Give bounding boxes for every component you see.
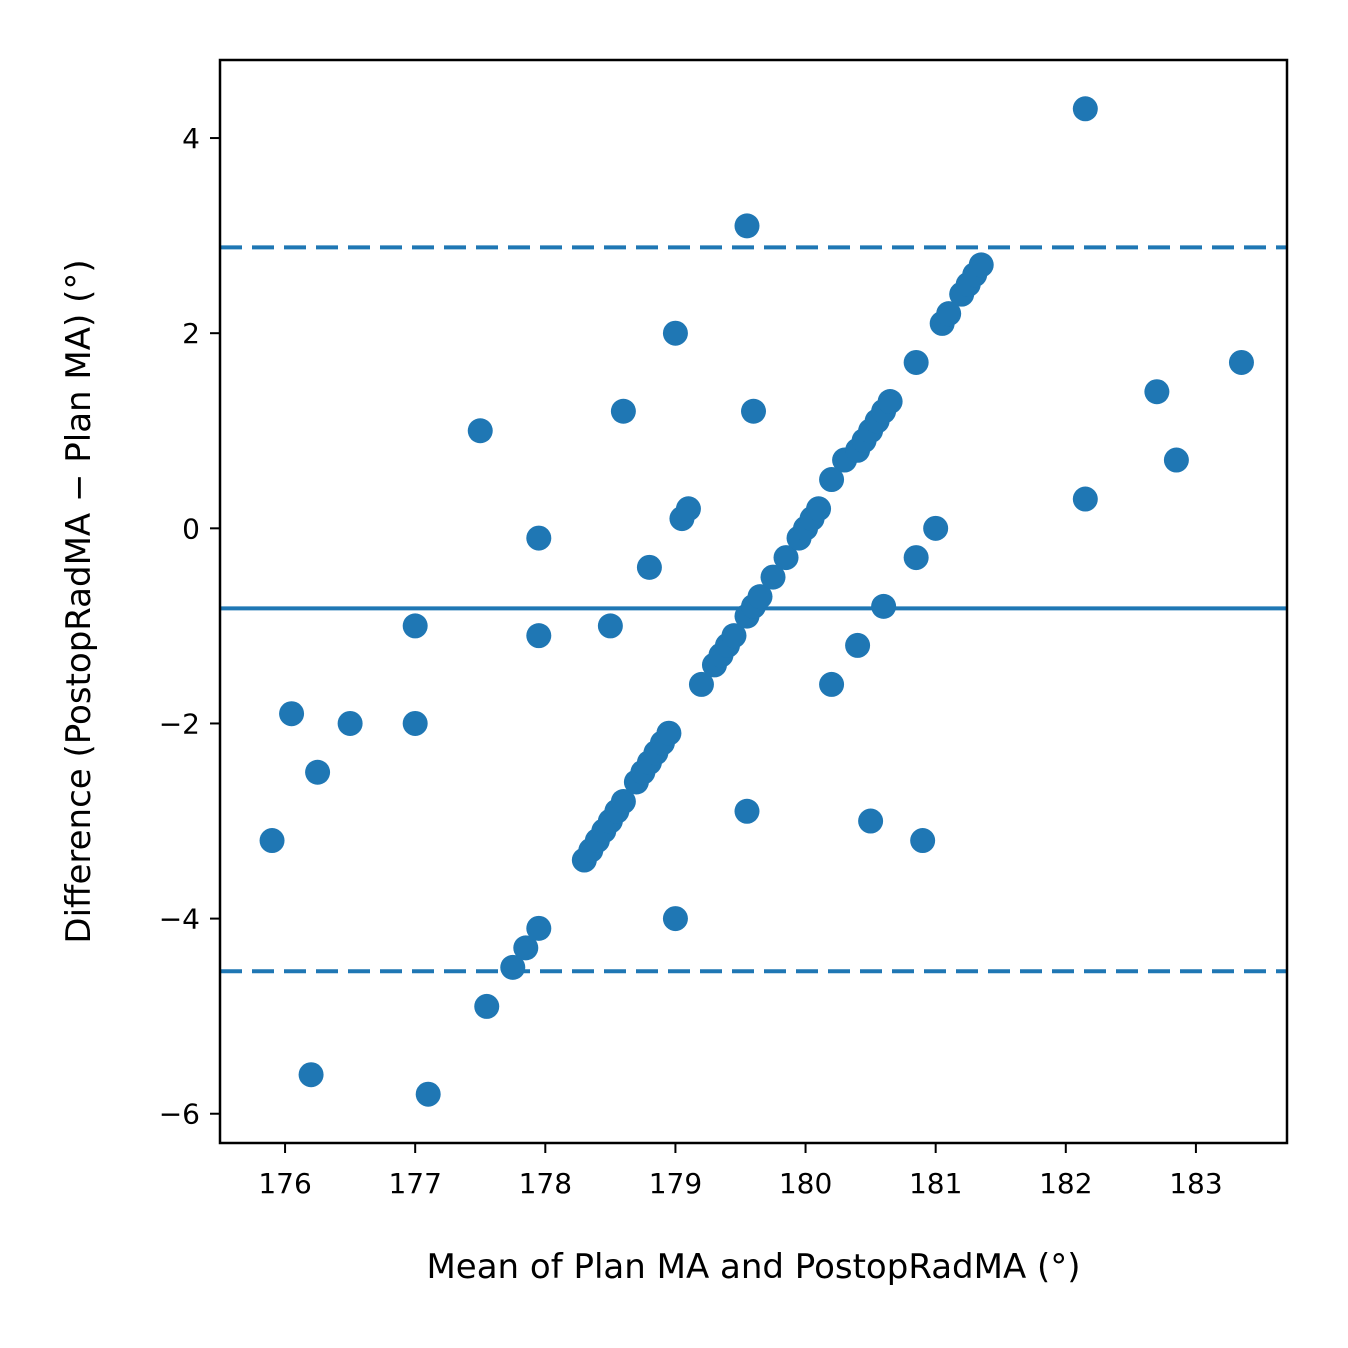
- x-tick-label: 183: [1169, 1167, 1222, 1200]
- data-point: [415, 1081, 441, 1107]
- x-axis-ticks: 176 177 178 179 180 181 182 183: [258, 1143, 1223, 1200]
- data-point: [806, 496, 832, 522]
- data-point: [819, 671, 845, 697]
- data-point: [688, 671, 714, 697]
- data-point: [656, 720, 682, 746]
- y-tick-label: −4: [159, 903, 200, 936]
- data-point: [819, 467, 845, 493]
- y-axis-ticks: −6 −4 −2 0 2 4: [159, 122, 220, 1131]
- data-points: [259, 96, 1254, 1107]
- data-point: [871, 593, 897, 619]
- data-point: [734, 213, 760, 239]
- data-point: [858, 808, 884, 834]
- data-point: [923, 515, 949, 541]
- data-point: [662, 906, 688, 932]
- data-point: [402, 710, 428, 736]
- data-point: [298, 1062, 324, 1088]
- data-point: [305, 759, 331, 785]
- data-point: [877, 388, 903, 414]
- data-point: [1072, 486, 1098, 512]
- data-point: [467, 418, 493, 444]
- data-point: [402, 613, 428, 639]
- data-point: [610, 789, 636, 815]
- y-tick-label: −6: [159, 1098, 200, 1131]
- data-point: [1144, 379, 1170, 405]
- data-point: [968, 252, 994, 278]
- y-axis-label: Difference (PostopRadMA − Plan MA) (°): [59, 259, 99, 943]
- data-point: [675, 496, 701, 522]
- x-axis-label: Mean of Plan MA and PostopRadMA (°): [426, 1247, 1080, 1287]
- data-point: [936, 301, 962, 327]
- data-point: [721, 623, 747, 649]
- data-point: [903, 545, 929, 571]
- data-point: [662, 320, 688, 346]
- x-tick-label: 178: [519, 1167, 572, 1200]
- y-tick-label: −2: [159, 707, 200, 740]
- data-point: [474, 993, 500, 1019]
- plot-frame: [218, 58, 1289, 1145]
- data-point: [747, 584, 773, 610]
- data-point: [526, 525, 552, 551]
- y-tick-label: 4: [182, 122, 200, 155]
- data-point: [513, 935, 539, 961]
- data-point: [279, 701, 305, 727]
- data-point: [337, 710, 363, 736]
- x-tick-label: 180: [779, 1167, 832, 1200]
- data-point: [773, 545, 799, 571]
- data-point: [500, 954, 526, 980]
- y-tick-label: 2: [182, 317, 200, 350]
- y-tick-label: 0: [182, 512, 200, 545]
- data-point: [910, 828, 936, 854]
- data-point: [259, 828, 285, 854]
- data-point: [1228, 349, 1254, 375]
- data-point: [741, 398, 766, 424]
- data-point: [734, 798, 760, 824]
- data-point: [610, 398, 636, 424]
- data-point: [636, 554, 662, 580]
- data-point: [1163, 447, 1189, 473]
- data-point: [526, 915, 552, 941]
- data-point: [597, 613, 623, 639]
- data-point: [526, 623, 552, 649]
- data-point: [760, 564, 786, 590]
- x-tick-label: 179: [649, 1167, 702, 1200]
- x-tick-label: 181: [909, 1167, 962, 1200]
- x-tick-label: 177: [388, 1167, 441, 1200]
- x-tick-label: 176: [258, 1167, 311, 1200]
- data-point: [903, 349, 929, 375]
- x-tick-label: 182: [1039, 1167, 1092, 1200]
- data-point: [1072, 96, 1098, 122]
- data-point: [845, 632, 871, 658]
